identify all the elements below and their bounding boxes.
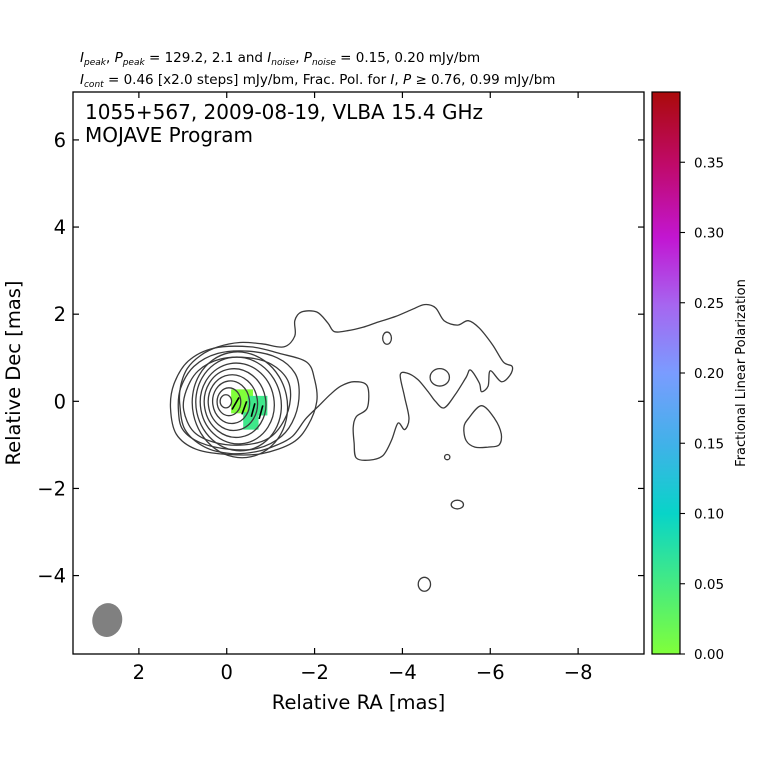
isolated-contour-1 (429, 367, 451, 387)
isolated-contour-4 (443, 453, 451, 461)
header-line-1: Ipeak, Ppeak = 129.2, 2.1 and Inoise, Pn… (80, 50, 480, 68)
colorbar-tick-label-1: 0.05 (694, 577, 724, 593)
y-tick-label-1: −2 (37, 477, 66, 500)
x-tick-label-0: 2 (133, 661, 145, 684)
colorbar-tick-label-5: 0.25 (694, 296, 724, 312)
colorbar-tick-label-2: 0.10 (694, 507, 724, 523)
colorbar-tick-label-6: 0.30 (694, 226, 724, 242)
beam-ellipse (92, 603, 123, 637)
x-axis-label: Relative RA [mas] (272, 691, 445, 714)
chart-title-line-2: MOJAVE Program (85, 123, 253, 147)
evpa-tick-2 (250, 403, 256, 417)
knot-contour (463, 405, 503, 449)
y-tick-label-0: −4 (37, 565, 66, 588)
core-contour-3 (203, 368, 267, 439)
axis-ticks: 2 0 −2 −4 −6 −8 −4 −2 0 2 4 6 (37, 92, 644, 684)
outer-contour-0 (177, 350, 300, 451)
colorbar-tick-label-0: 0.00 (694, 647, 724, 663)
y-tick-label-3: 2 (54, 303, 66, 326)
jet-contour (178, 303, 514, 462)
core-contour-6 (216, 387, 242, 417)
core-contour-2 (199, 362, 275, 445)
x-tick-label-5: −8 (564, 661, 593, 684)
y-tick-label-4: 4 (54, 216, 66, 239)
evpa-tick-1 (241, 401, 248, 415)
core-contour-4 (207, 374, 259, 432)
isolated-contour-3 (417, 576, 432, 592)
colorbar (651, 91, 681, 655)
x-tick-label-2: −2 (300, 661, 329, 684)
colorbar-label: Fractional Linear Polarization (734, 279, 749, 467)
evpa-tick-0 (231, 397, 240, 410)
plot-frame (72, 91, 645, 655)
core-contour-5 (211, 380, 251, 425)
colorbar-ticks: 0.00 0.05 0.10 0.15 0.20 0.25 0.30 0.35 (680, 155, 724, 663)
outer-contour-2 (169, 345, 318, 456)
x-tick-label-1: 0 (221, 661, 233, 684)
chart-title-line-1: 1055+567, 2009-08-19, VLBA 15.4 GHz (85, 100, 483, 124)
y-tick-label-5: 6 (54, 129, 66, 152)
evpa-tick-3 (258, 405, 264, 420)
isolated-contour-2 (450, 499, 465, 510)
colorbar-tick-label-7: 0.35 (694, 155, 724, 171)
polarization-pixel-0 (231, 389, 254, 414)
isolated-contour-0 (382, 331, 393, 345)
core-contour-1 (195, 356, 283, 452)
outer-contour-1 (182, 356, 292, 446)
colorbar-tick-label-3: 0.15 (694, 436, 724, 452)
plot-area (92, 303, 514, 637)
core-contour-0 (191, 351, 289, 459)
y-axis-label: Relative Dec [mas] (2, 280, 25, 465)
x-tick-label-3: −4 (388, 661, 417, 684)
header-line-2: Icont = 0.46 [x2.0 steps] mJy/bm, Frac. … (80, 72, 555, 90)
y-tick-label-2: 0 (54, 390, 66, 413)
core-contour-7 (219, 394, 233, 409)
colorbar-tick-label-4: 0.20 (694, 366, 724, 382)
x-tick-label-4: −6 (476, 661, 505, 684)
